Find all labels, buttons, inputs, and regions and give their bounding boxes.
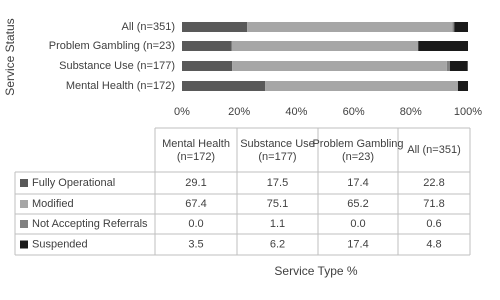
- bar-segment: [446, 61, 450, 71]
- table-column-header: Problem Gambling (n=23): [312, 138, 403, 163]
- bar-segment: [247, 22, 453, 32]
- bar-segment: [182, 81, 266, 91]
- table-cell: 0.0: [188, 218, 203, 230]
- y-tick-label: Problem Gambling (n=23): [49, 40, 175, 52]
- y-tick-label: Mental Health (n=172): [66, 80, 175, 92]
- bar-segment: [232, 61, 447, 71]
- bar-segment: [182, 41, 232, 51]
- y-tick-label: All (n=351): [121, 21, 175, 33]
- legend-swatch: [20, 179, 28, 187]
- table-cell: 17.4: [347, 177, 368, 189]
- table-cell: 22.8: [423, 177, 444, 189]
- bar-segment: [231, 41, 419, 51]
- bar-segment: [449, 61, 468, 71]
- table-column-header: Substance Use (n=177): [240, 138, 315, 163]
- bar-segment: [457, 81, 468, 91]
- y-tick-label: Substance Use (n=177): [59, 60, 175, 72]
- bar-segment: [418, 41, 468, 51]
- table-cell: 17.5: [267, 177, 288, 189]
- table-cell: 29.1: [185, 177, 206, 189]
- table-cell: 17.4: [347, 238, 368, 250]
- legend-label: Suspended: [32, 238, 88, 250]
- bar-segment: [265, 81, 458, 91]
- bar-segment: [452, 22, 455, 32]
- table-cell: 1.1: [270, 218, 285, 230]
- legend-label: Not Accepting Referrals: [32, 218, 148, 230]
- bar-segment: [454, 22, 468, 32]
- table-cell: 71.8: [423, 198, 444, 210]
- legend-swatch: [20, 200, 28, 208]
- table-cell: 75.1: [267, 198, 288, 210]
- x-tick-label: 40%: [285, 106, 307, 118]
- x-tick-label: 100%: [454, 106, 482, 118]
- y-axis-label: Service Status: [3, 18, 17, 95]
- legend-swatch: [20, 220, 28, 228]
- legend-label: Fully Operational: [32, 177, 115, 189]
- legend-label: Modified: [32, 198, 74, 210]
- table-column-header: Mental Health (n=172): [162, 138, 230, 163]
- bar-segment: [182, 61, 233, 71]
- table-cell: 0.6: [426, 218, 441, 230]
- table-cell: 4.8: [426, 238, 441, 250]
- x-tick-label: 60%: [343, 106, 365, 118]
- bar-segment: [182, 22, 248, 32]
- table-cell: 3.5: [188, 238, 203, 250]
- table-cell: 65.2: [347, 198, 368, 210]
- x-axis-label: Service Type %: [274, 264, 357, 278]
- table-cell: 67.4: [185, 198, 206, 210]
- table-cell: 6.2: [270, 238, 285, 250]
- table-cell: 0.0: [350, 218, 365, 230]
- x-tick-label: 20%: [228, 106, 250, 118]
- legend-swatch: [20, 240, 28, 249]
- table-column-header: All (n=351): [407, 144, 461, 156]
- x-tick-label: 0%: [174, 106, 190, 118]
- x-tick-label: 80%: [400, 106, 422, 118]
